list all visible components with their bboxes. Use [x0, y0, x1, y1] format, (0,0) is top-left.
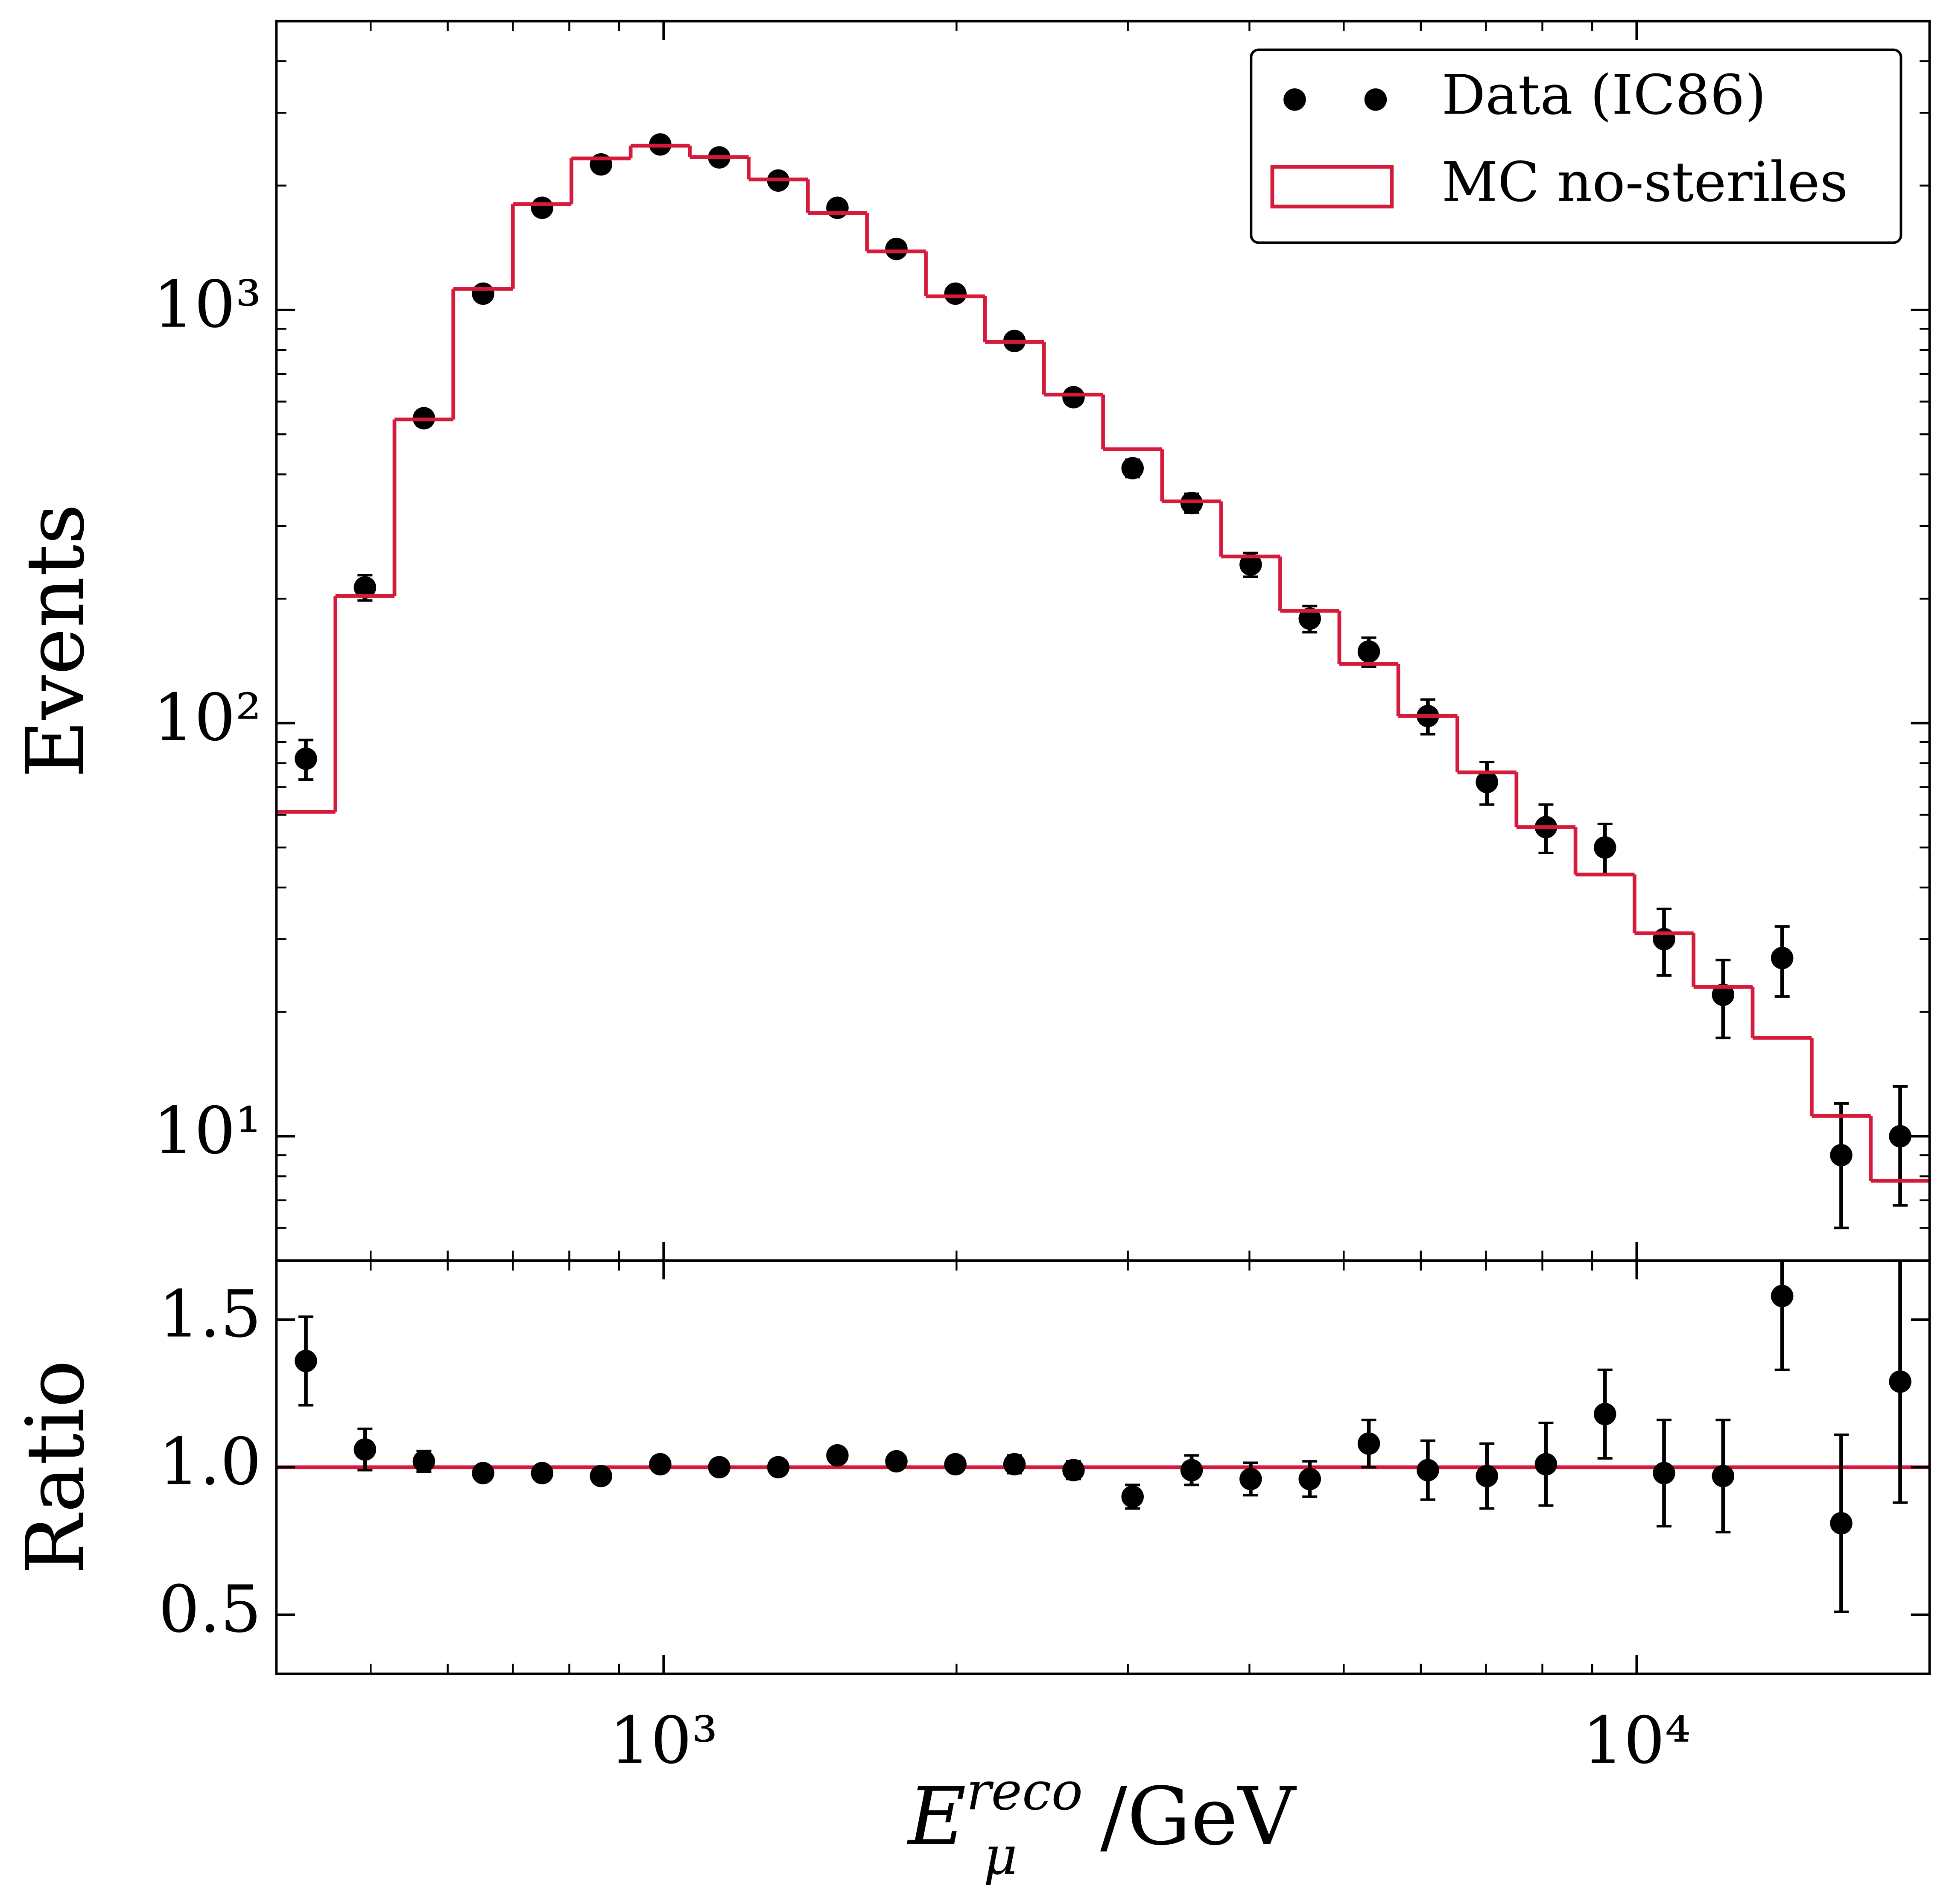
data-point: [1062, 386, 1085, 409]
data-point: [1830, 1144, 1853, 1167]
data-point: [354, 576, 377, 599]
ratio-point: [472, 1462, 494, 1484]
data-point: [1357, 640, 1380, 663]
data-point: [885, 237, 908, 260]
data-point: [531, 196, 554, 219]
y-tick-label: 10³: [153, 266, 262, 342]
legend-marker: [1283, 88, 1306, 111]
y-axis-label: Events: [9, 504, 102, 778]
ratio-point: [1357, 1432, 1380, 1455]
ratio-point: [1830, 1512, 1853, 1535]
ratio-point: [1889, 1370, 1911, 1393]
plot-area: [276, 1260, 1930, 1613]
ratio-point: [1003, 1453, 1026, 1476]
legend-swatch: [1270, 165, 1394, 209]
ratio-point: [1771, 1285, 1794, 1308]
x-tick-label: 10⁴: [1583, 1703, 1691, 1778]
ratio-point: [1298, 1468, 1321, 1490]
ratio-point: [649, 1453, 672, 1476]
ratio-point: [1712, 1465, 1735, 1487]
y-tick-label: 10²: [153, 680, 262, 755]
data-point: [944, 282, 967, 305]
legend-label: MC no-steriles: [1442, 151, 1848, 214]
x-label-subscript: μ: [983, 1825, 1017, 1886]
ratio-point: [354, 1438, 377, 1461]
ratio-point: [1180, 1459, 1203, 1481]
data-point: [1712, 983, 1735, 1006]
data-point: [1476, 771, 1498, 794]
x-axis-label: Ereco/GeV: [907, 1761, 1297, 1863]
data-point: [1593, 836, 1616, 859]
ratio-point: [590, 1465, 612, 1487]
data-point: [1771, 946, 1794, 970]
data-point: [1239, 553, 1262, 576]
ratio-point: [1593, 1403, 1616, 1425]
legend-box: [1250, 48, 1902, 244]
data-point: [1121, 457, 1144, 479]
data-point: [1298, 607, 1321, 630]
x-label-unit: /GeV: [1100, 1770, 1297, 1863]
ratio-point: [295, 1349, 317, 1373]
ratio-point: [708, 1456, 731, 1479]
plot-area: [276, 133, 1930, 1229]
ratio-point: [944, 1453, 967, 1476]
ratio-point: [1417, 1459, 1439, 1481]
legend: Data (IC86) MC no-steriles: [1250, 48, 1902, 244]
legend-label: Data (IC86): [1442, 64, 1766, 127]
data-point: [472, 282, 494, 305]
ratio-point: [767, 1456, 790, 1479]
axes-frame: [275, 1259, 1931, 1675]
y-tick-label: 1.5: [158, 1276, 261, 1352]
ratio-point: [1121, 1485, 1144, 1508]
ratio-point: [412, 1450, 435, 1473]
data-point: [295, 747, 317, 770]
x-label-superscript: reco: [966, 1761, 1083, 1822]
data-point: [1653, 928, 1675, 951]
ratio-point: [826, 1444, 849, 1467]
data-point: [826, 196, 849, 219]
ratio-point: [1476, 1465, 1498, 1487]
ratio-point: [1062, 1459, 1085, 1481]
y-tick-label: 0.5: [158, 1571, 261, 1647]
ratio-point: [1534, 1453, 1558, 1476]
ratio-point: [531, 1462, 554, 1484]
ratio-point: [1653, 1462, 1675, 1484]
y-tick-label: 10¹: [153, 1093, 262, 1168]
data-point: [1889, 1125, 1911, 1148]
y-axis-label: Ratio: [9, 1360, 102, 1574]
x-label-symbol: E: [907, 1770, 966, 1863]
y-tick-label: 1.0: [158, 1424, 261, 1499]
ratio-point: [1239, 1468, 1262, 1490]
ratio-point: [885, 1450, 908, 1473]
x-tick-label: 10³: [609, 1703, 718, 1778]
legend-marker: [1364, 88, 1387, 111]
